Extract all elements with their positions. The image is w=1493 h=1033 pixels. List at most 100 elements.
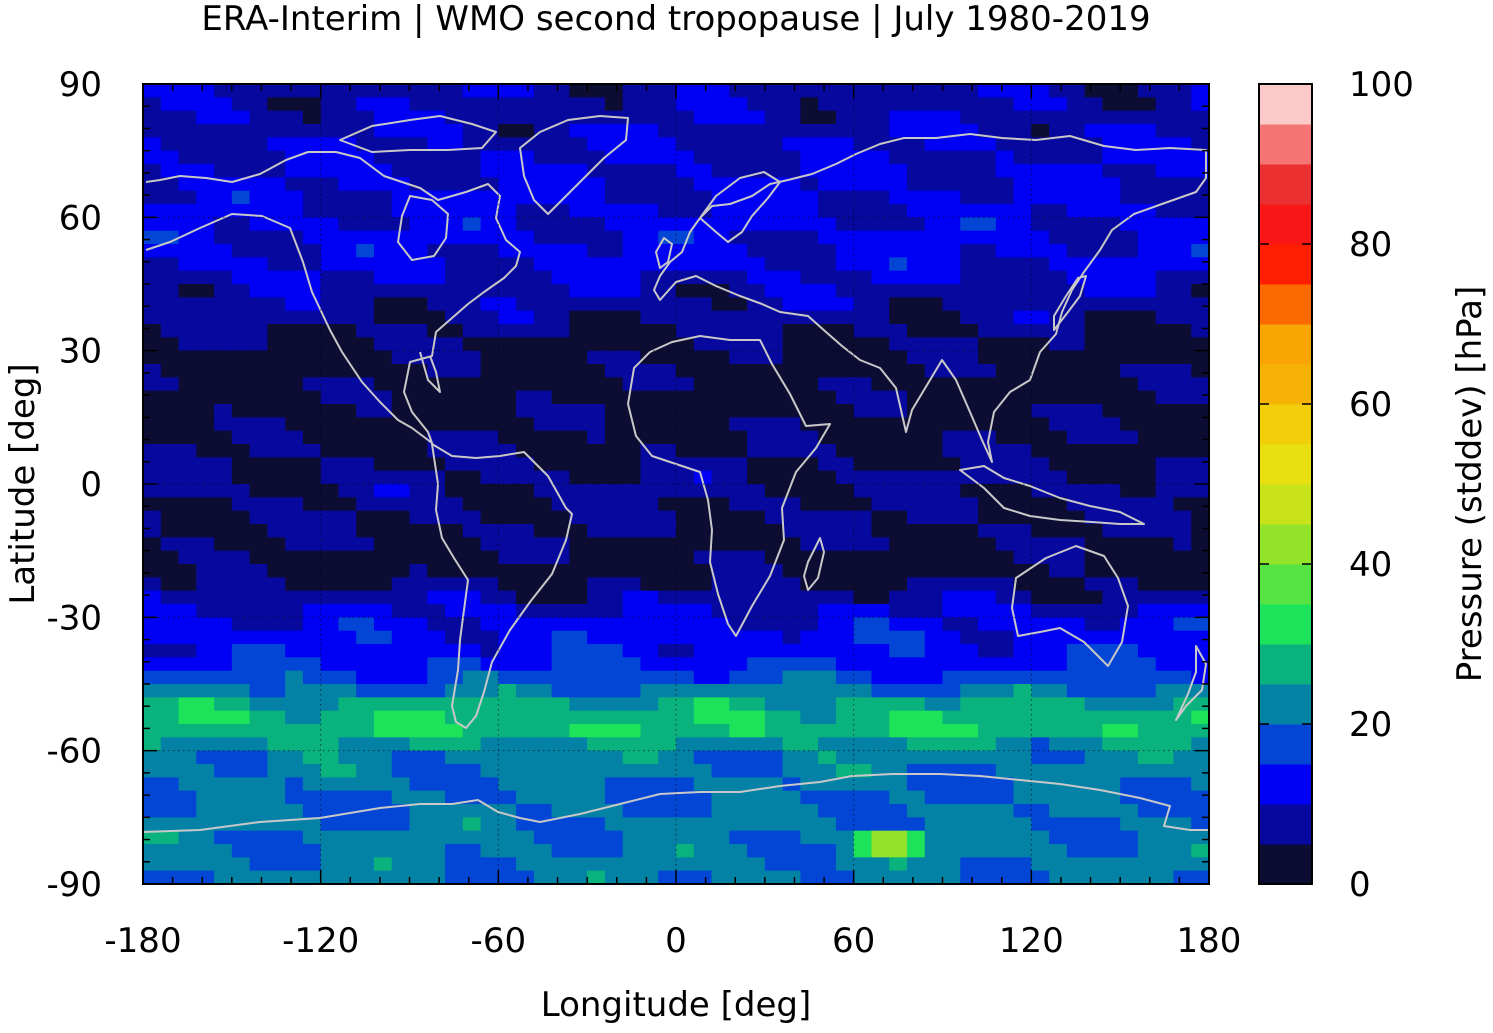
heatmap-cell [1102, 737, 1121, 752]
heatmap-cell [1155, 697, 1175, 712]
heatmap-cell [551, 870, 570, 884]
heatmap-cell [462, 417, 482, 432]
heatmap-cell [533, 657, 553, 672]
heatmap-cell [676, 204, 695, 218]
heatmap-cell [729, 297, 748, 312]
heatmap-cell [533, 310, 553, 325]
heatmap-cell [676, 764, 695, 778]
heatmap-cell [995, 790, 1015, 805]
heatmap-cell [569, 204, 588, 218]
heatmap-cell [356, 724, 375, 738]
heatmap-cell [285, 710, 304, 725]
heatmap-cell [533, 497, 553, 512]
heatmap-cell [906, 110, 926, 125]
heatmap-cell [1013, 137, 1032, 152]
heatmap-cell [1066, 164, 1086, 178]
heatmap-cell [995, 817, 1015, 832]
heatmap-cell [640, 177, 659, 192]
heatmap-cell [658, 364, 677, 378]
heatmap-cell [640, 364, 659, 378]
heatmap-cell [889, 470, 908, 485]
heatmap-cell [693, 790, 713, 805]
heatmap-cell [1137, 470, 1157, 485]
heatmap-cell [835, 297, 855, 312]
heatmap-cell [676, 590, 695, 605]
heatmap-cell [835, 724, 855, 738]
heatmap-cell [942, 150, 961, 165]
heatmap-cell [427, 710, 446, 725]
heatmap-cell [320, 830, 340, 845]
colorbar-tick-label: 40 [1349, 545, 1392, 585]
heatmap-cell [391, 870, 411, 884]
heatmap-cell [1173, 804, 1192, 818]
heatmap-cell [604, 684, 624, 698]
heatmap-cell [267, 430, 286, 445]
heatmap-cell [480, 617, 499, 632]
heatmap-cell [924, 764, 944, 778]
heatmap-cell [320, 617, 340, 632]
heatmap-cell [1049, 177, 1068, 192]
heatmap-cell [516, 110, 535, 125]
heatmap-cell [853, 430, 873, 445]
heatmap-cell [373, 777, 393, 792]
heatmap-cell [889, 364, 908, 378]
heatmap-cell [871, 870, 890, 884]
heatmap-cell [143, 764, 162, 778]
heatmap-cell [267, 777, 286, 792]
heatmap-cell [373, 430, 393, 445]
heatmap-cell [906, 724, 926, 738]
heatmap-cell [729, 804, 748, 818]
heatmap-cell [747, 564, 766, 578]
heatmap-cell [160, 337, 180, 352]
heatmap-cell [782, 350, 801, 365]
heatmap-cell [942, 497, 961, 512]
heatmap-cell [640, 617, 659, 632]
heatmap-cell [1049, 164, 1068, 178]
heatmap-cell [1173, 510, 1192, 525]
heatmap-cell [231, 697, 251, 712]
heatmap-cell [729, 84, 748, 98]
heatmap-cell [747, 484, 766, 498]
heatmap-cell [516, 457, 535, 472]
heatmap-cell [835, 177, 855, 192]
heatmap-cell [1137, 577, 1157, 592]
heatmap-cell [516, 604, 535, 618]
heatmap-cell [782, 870, 801, 884]
heatmap-cell [640, 164, 659, 178]
heatmap-cell [906, 604, 926, 618]
heatmap-cell [569, 684, 588, 698]
heatmap-cell [391, 697, 411, 712]
heatmap-cell [409, 417, 428, 432]
heatmap-cell [338, 670, 357, 685]
heatmap-cell [1084, 150, 1103, 165]
heatmap-cell [747, 750, 766, 765]
heatmap-cell [853, 484, 873, 498]
heatmap-cell [391, 364, 411, 378]
heatmap-cell [782, 444, 801, 458]
heatmap-cell [764, 470, 784, 485]
heatmap-cell [640, 110, 659, 125]
heatmap-cell [1031, 804, 1050, 818]
heatmap-cell [1013, 217, 1032, 232]
heatmap-cell [462, 497, 482, 512]
heatmap-cell [764, 230, 784, 245]
heatmap-cell [498, 497, 517, 512]
heatmap-cell [391, 577, 411, 592]
heatmap-cell [640, 750, 659, 765]
colorbar-ticks [1259, 83, 1312, 885]
heatmap-cell [764, 537, 784, 552]
heatmap-cell [782, 617, 801, 632]
heatmap-cell [747, 324, 766, 338]
heatmap-cell [693, 457, 713, 472]
heatmap-cell [409, 137, 428, 152]
heatmap-cell [960, 97, 979, 112]
heatmap-cell [764, 564, 784, 578]
heatmap-cell [409, 817, 428, 832]
heatmap-cell [1120, 750, 1139, 765]
heatmap-cell [1102, 364, 1121, 378]
colorbar-swatch [1259, 324, 1312, 365]
heatmap-cell [391, 97, 411, 112]
heatmap-cell [516, 684, 535, 698]
heatmap-cell [835, 364, 855, 378]
heatmap-cell [285, 404, 304, 418]
